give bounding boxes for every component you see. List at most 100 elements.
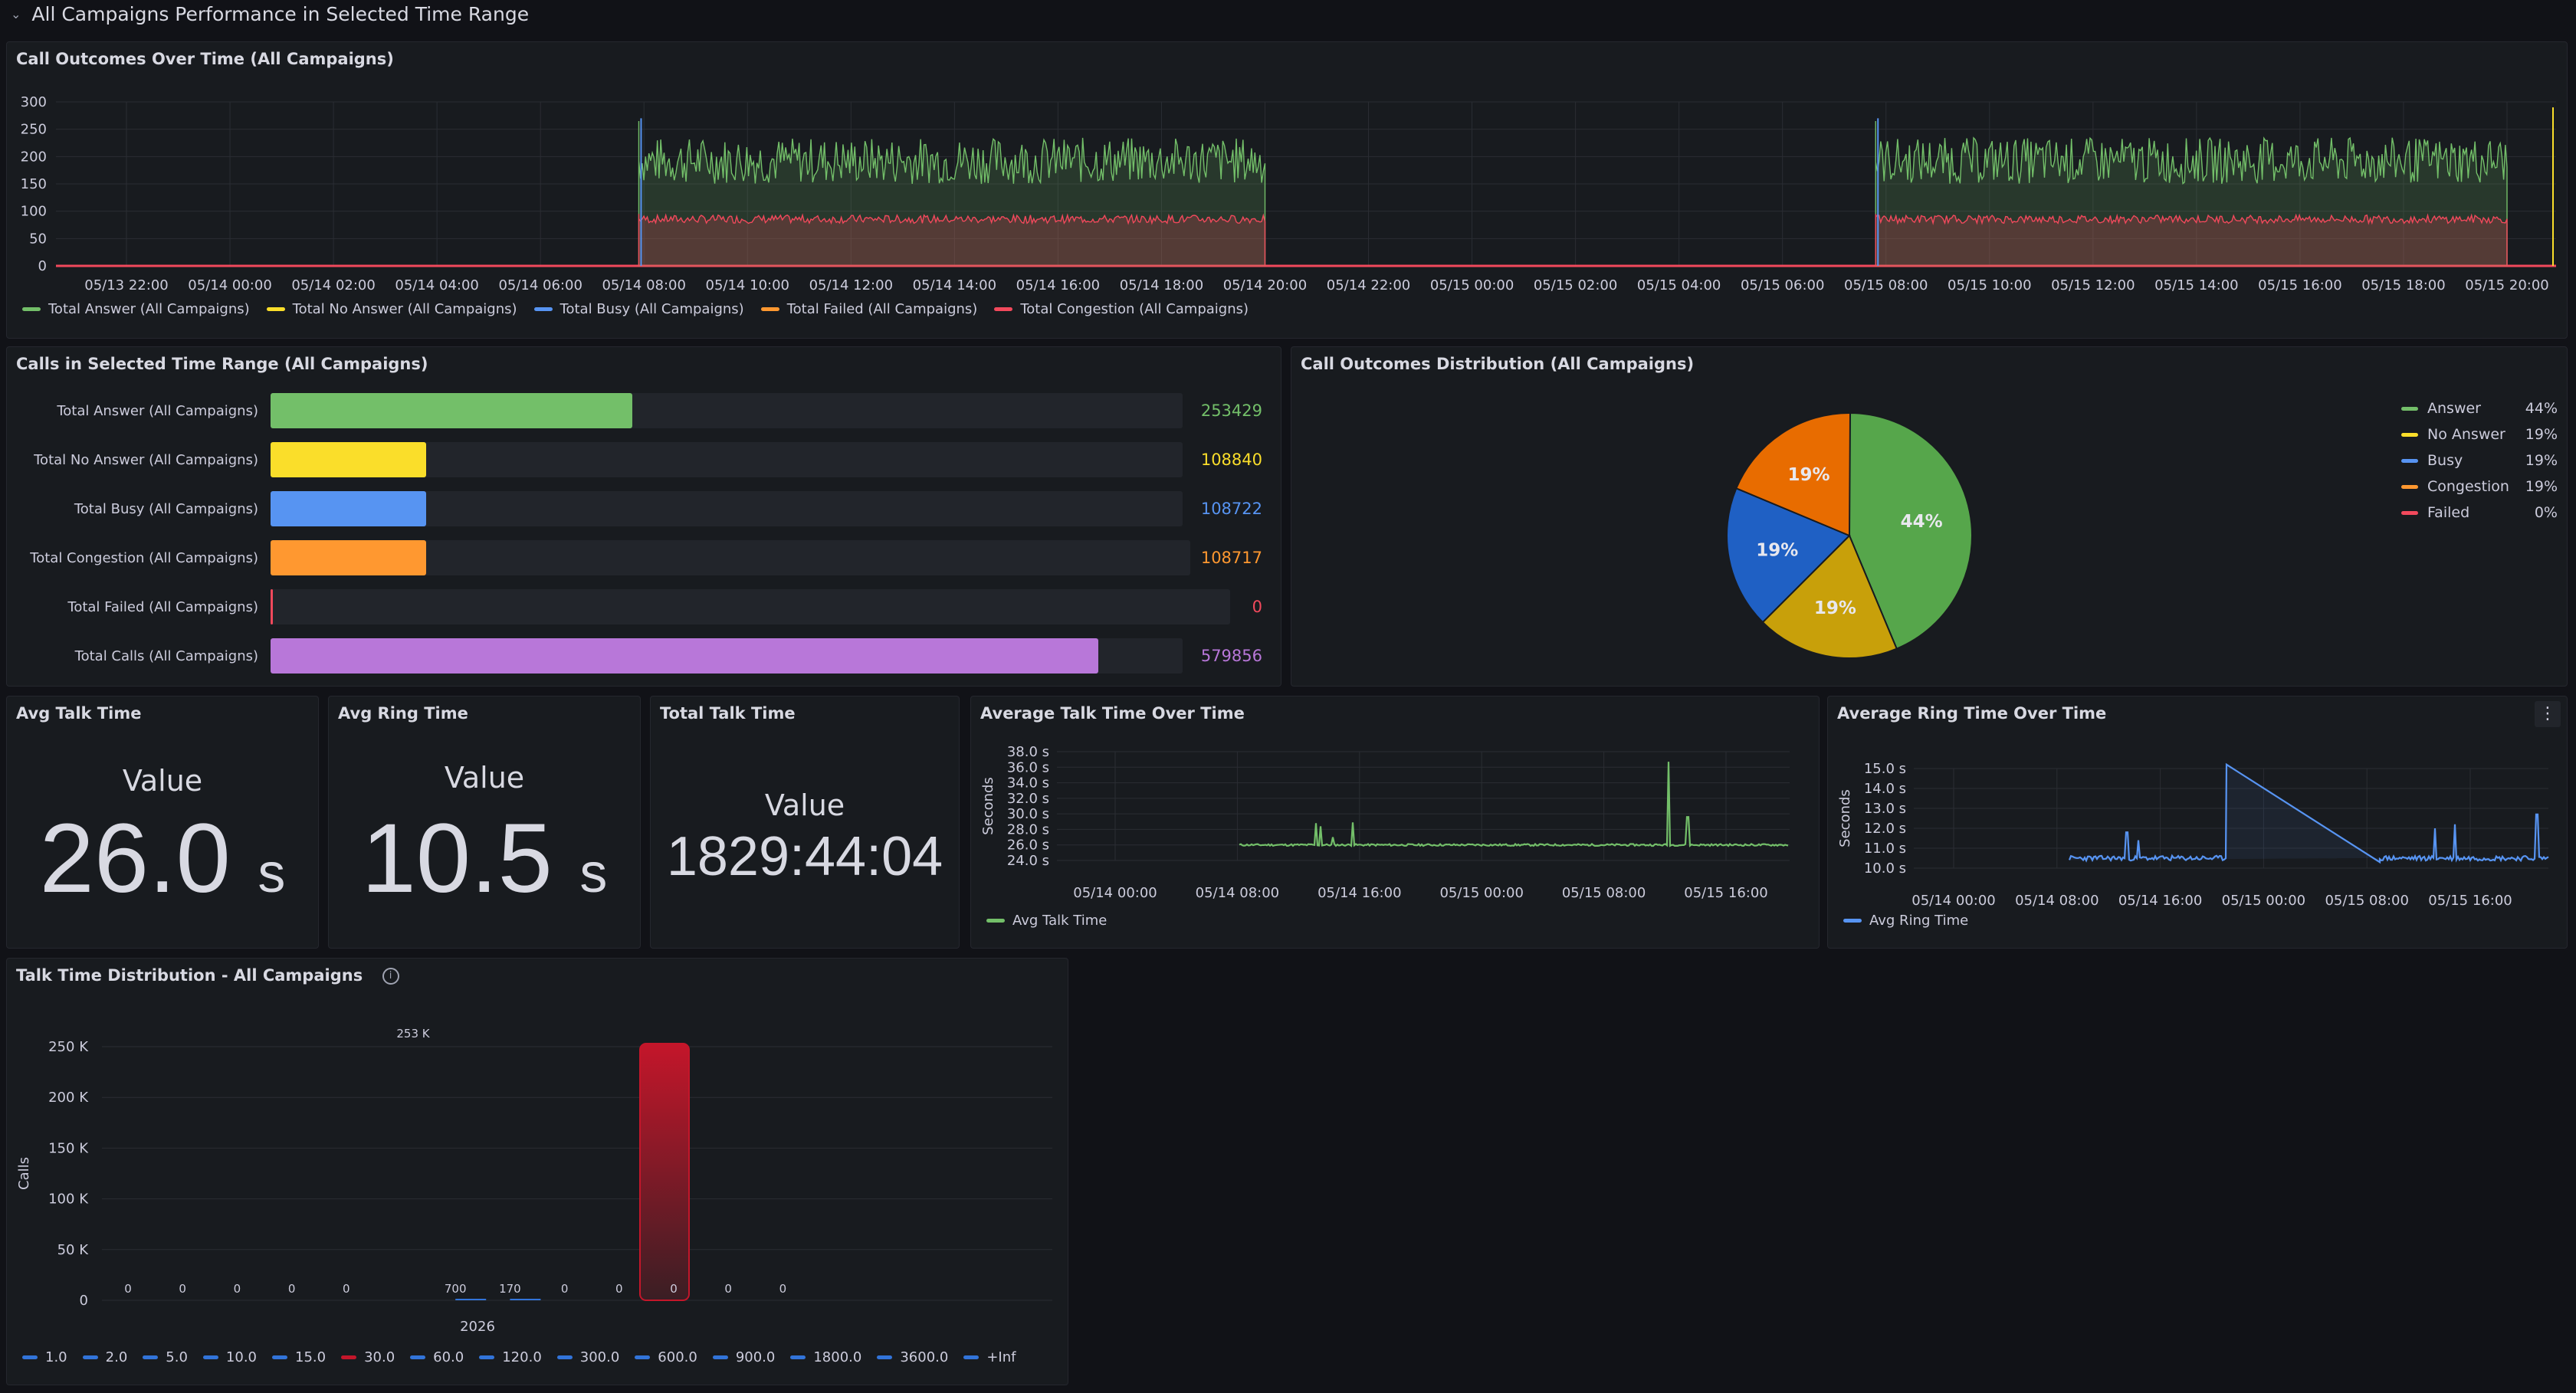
bar-label: Total Failed (All Campaigns) bbox=[67, 599, 258, 615]
row-header[interactable]: ⌄ All Campaigns Performance in Selected … bbox=[11, 0, 529, 28]
legend-item[interactable]: Congestion 19% bbox=[2401, 474, 2558, 500]
legend-label: 60.0 bbox=[433, 1349, 464, 1365]
legend-swatch bbox=[22, 1355, 38, 1359]
tick-label: 05/14 06:00 bbox=[498, 277, 582, 293]
panel-title: Calls in Selected Time Range (All Campai… bbox=[16, 355, 428, 373]
legend-item[interactable]: 300.0 bbox=[556, 1349, 619, 1365]
series-line bbox=[1239, 762, 1789, 847]
legend-item[interactable]: 15.0 bbox=[272, 1349, 326, 1365]
tick-label: 26.0 s bbox=[1007, 837, 1049, 854]
pie-legend: Answer 44% No Answer 19% Busy 19% Congestion 19… bbox=[2401, 395, 2558, 526]
tick-label: 05/15 00:00 bbox=[1430, 277, 1514, 293]
legend-item[interactable]: 120.0 bbox=[479, 1349, 542, 1365]
tick-label: 05/14 00:00 bbox=[188, 277, 271, 293]
total-talk-time-panel[interactable]: Total Talk Time Value 1829:44:04 bbox=[650, 696, 960, 949]
legend-item[interactable]: Answer 44% bbox=[2401, 395, 2558, 421]
legend-item[interactable]: 600.0 bbox=[635, 1349, 697, 1365]
tick-label: 05/14 16:00 bbox=[2118, 893, 2202, 909]
tick-label: 05/15 02:00 bbox=[1534, 277, 1617, 293]
legend-swatch bbox=[712, 1355, 728, 1359]
talk-time-distribution-panel[interactable]: Talk Time Distribution - All Campaigns i… bbox=[6, 958, 1068, 1385]
bar-track bbox=[271, 491, 1183, 526]
legend-item[interactable]: No Answer 19% bbox=[2401, 421, 2558, 447]
legend-item[interactable]: Failed 0% bbox=[2401, 500, 2558, 526]
calls-in-range-panel[interactable]: Calls in Selected Time Range (All Campai… bbox=[6, 346, 1281, 687]
avg-ring-time-chart-panel[interactable]: Average Ring Time Over Time ⋮ 15.0 s 14.0… bbox=[1827, 696, 2568, 949]
bar-label: Total No Answer (All Campaigns) bbox=[34, 452, 258, 468]
distribution-panel[interactable]: Call Outcomes Distribution (All Campaign… bbox=[1291, 346, 2568, 687]
tick-label: 24.0 s bbox=[1007, 853, 1049, 869]
histogram-bar bbox=[639, 1043, 690, 1301]
legend-label: Total No Answer (All Campaigns) bbox=[292, 301, 517, 317]
legend-item[interactable]: 900.0 bbox=[712, 1349, 775, 1365]
avg-talk-time-chart-panel[interactable]: Average Talk Time Over Time 38.0 s 36.0 s… bbox=[970, 696, 1820, 949]
tick-label: 05/14 08:00 bbox=[602, 277, 685, 293]
tick-label: 11.0 s bbox=[1864, 841, 1906, 857]
bar-value: 108722 bbox=[1200, 500, 1262, 518]
pie-slice-label: 44% bbox=[1901, 512, 1943, 532]
legend-percent: 0% bbox=[2534, 504, 2558, 521]
legend-item[interactable]: 2.0 bbox=[82, 1349, 127, 1365]
tick-label: 14.0 s bbox=[1864, 781, 1906, 797]
legend-item[interactable]: 1.0 bbox=[22, 1349, 67, 1365]
legend-item[interactable]: Total Failed (All Campaigns) bbox=[760, 301, 977, 317]
legend-swatch bbox=[266, 307, 285, 311]
legend-percent: 19% bbox=[2525, 478, 2558, 495]
info-icon[interactable]: i bbox=[382, 968, 399, 985]
legend-swatch bbox=[963, 1355, 980, 1359]
legend-item[interactable]: Busy 19% bbox=[2401, 447, 2558, 474]
bar-value-label: 0 bbox=[179, 1282, 186, 1296]
call-outcomes-panel[interactable]: Call Outcomes Over Time (All Campaigns) … bbox=[6, 41, 2568, 339]
legend-item[interactable]: Total Answer (All Campaigns) bbox=[22, 301, 250, 317]
legend-label: 3600.0 bbox=[900, 1349, 949, 1365]
tick-label: 250 K bbox=[48, 1039, 89, 1055]
legend-item[interactable]: 5.0 bbox=[143, 1349, 188, 1365]
tick-label: 05/14 22:00 bbox=[1327, 277, 1410, 293]
legend-item[interactable]: Avg Talk Time bbox=[986, 913, 1107, 929]
legend-label: +Inf bbox=[986, 1349, 1016, 1365]
stat-value: 26.0 s bbox=[7, 802, 318, 915]
legend-swatch bbox=[143, 1355, 159, 1359]
legend-swatch bbox=[2401, 484, 2418, 489]
legend-swatch bbox=[986, 919, 1005, 923]
legend-item[interactable]: Total No Answer (All Campaigns) bbox=[266, 301, 517, 317]
legend-label: 30.0 bbox=[364, 1349, 395, 1365]
tick-label: 05/15 12:00 bbox=[2051, 277, 2135, 293]
tick-label: 0 bbox=[80, 1293, 88, 1309]
legend-percent: 19% bbox=[2525, 426, 2558, 443]
bar-fill bbox=[271, 442, 427, 477]
bar-value-label: 170 bbox=[499, 1282, 521, 1296]
legend-item[interactable]: 30.0 bbox=[341, 1349, 395, 1365]
legend-item[interactable]: 10.0 bbox=[202, 1349, 257, 1365]
legend-swatch bbox=[272, 1355, 287, 1359]
bar-fill bbox=[271, 393, 632, 428]
stat-number: 26.0 bbox=[39, 804, 231, 913]
tick-label: 250 bbox=[21, 122, 47, 138]
legend-swatch bbox=[2401, 432, 2418, 437]
legend-item[interactable]: 1800.0 bbox=[790, 1349, 861, 1365]
bar-value: 0 bbox=[1252, 598, 1262, 616]
tick-label: 05/15 08:00 bbox=[1844, 277, 1928, 293]
panel-menu-button[interactable]: ⋮ bbox=[2535, 701, 2561, 727]
tick-label: 150 K bbox=[48, 1140, 89, 1156]
legend-item[interactable]: Avg Ring Time bbox=[1843, 913, 1968, 929]
tick-label: 10.0 s bbox=[1864, 860, 1906, 877]
legend-item[interactable]: Total Congestion (All Campaigns) bbox=[994, 301, 1249, 317]
legend-item[interactable]: Total Busy (All Campaigns) bbox=[533, 301, 744, 317]
legend-item[interactable]: 60.0 bbox=[410, 1349, 464, 1365]
legend-swatch bbox=[760, 307, 779, 311]
tick-label: 05/15 08:00 bbox=[1562, 885, 1646, 901]
bar-value-label: 0 bbox=[288, 1282, 296, 1296]
avg-ring-time-panel[interactable]: Avg Ring Time Value 10.5 s bbox=[328, 696, 641, 949]
avg-talk-time-panel[interactable]: Avg Talk Time Value 26.0 s bbox=[6, 696, 319, 949]
tick-label: 05/15 00:00 bbox=[1439, 885, 1523, 901]
legend-item[interactable]: +Inf bbox=[963, 1349, 1016, 1365]
tick-label: 05/15 16:00 bbox=[2428, 893, 2512, 909]
tick-label: 32.0 s bbox=[1007, 791, 1049, 807]
legend-swatch bbox=[2401, 458, 2418, 463]
stat-name: Value bbox=[122, 764, 203, 798]
chevron-down-icon[interactable]: ⌄ bbox=[11, 6, 21, 21]
legend-swatch bbox=[556, 1355, 573, 1359]
legend-item[interactable]: 3600.0 bbox=[877, 1349, 948, 1365]
histogram-bar bbox=[455, 1299, 487, 1300]
